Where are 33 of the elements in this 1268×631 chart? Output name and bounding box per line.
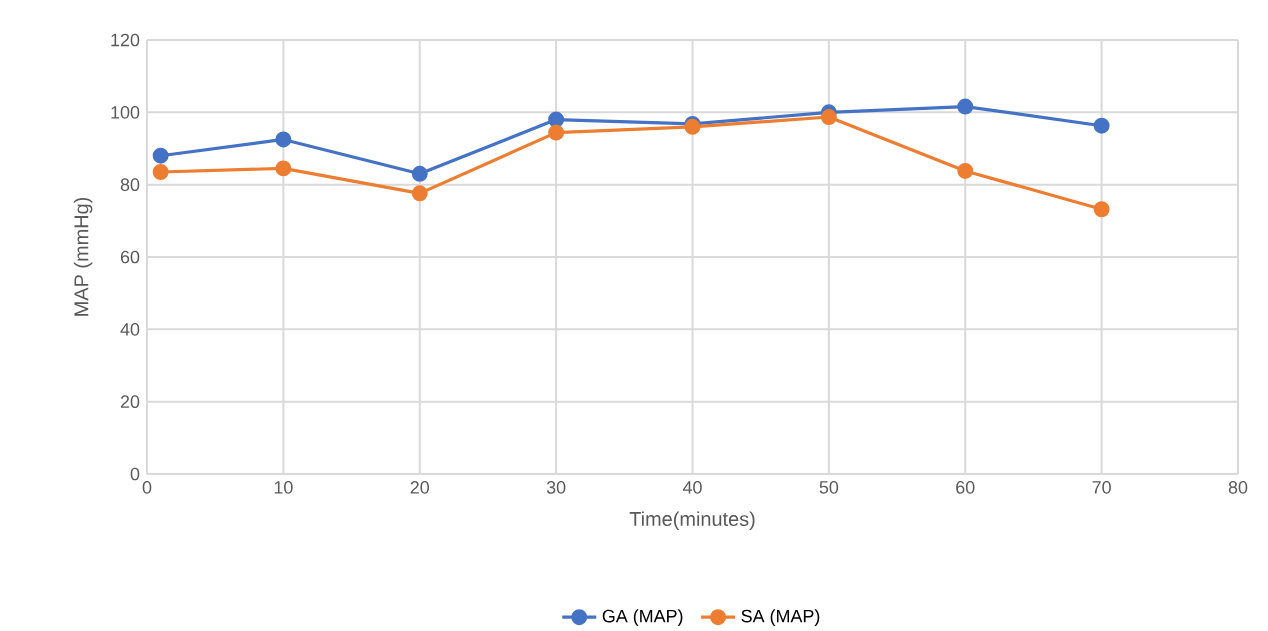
point xyxy=(275,131,292,148)
y-axis-title: MAP (mmHg) xyxy=(73,197,93,316)
point xyxy=(411,165,428,182)
x-tick-label: 60 xyxy=(956,481,975,494)
x-tick-label: 50 xyxy=(819,481,839,494)
point xyxy=(548,124,565,141)
x-tick-label: 10 xyxy=(274,481,293,494)
point xyxy=(820,109,837,126)
y-tick-label: 80 xyxy=(120,178,140,192)
point xyxy=(957,162,974,179)
x-tick-label: 20 xyxy=(410,481,430,494)
point xyxy=(411,185,428,202)
x-tick-label: 40 xyxy=(682,481,702,494)
point xyxy=(275,160,292,177)
point xyxy=(1093,117,1110,134)
x-tick-label: 0 xyxy=(142,481,152,494)
y-tick-label: 60 xyxy=(120,250,140,264)
legend-label: SA (MAP) xyxy=(741,609,820,626)
y-tick-label: 0 xyxy=(130,467,140,481)
point xyxy=(957,98,974,115)
legend-label: GA (MAP) xyxy=(602,609,683,626)
x-axis-title: Time(minutes) xyxy=(629,511,755,530)
x-tick-label: 70 xyxy=(1092,481,1111,494)
point xyxy=(1093,201,1110,218)
x-tick-label: 80 xyxy=(1228,481,1248,494)
point xyxy=(152,164,169,180)
y-tick-label: 100 xyxy=(111,105,140,119)
y-tick-label: 20 xyxy=(120,395,140,409)
point xyxy=(152,147,169,164)
point xyxy=(548,111,565,128)
x-tick-label: 30 xyxy=(546,481,566,494)
y-tick-label: 40 xyxy=(120,322,140,336)
y-tick-label: 120 xyxy=(111,33,140,47)
